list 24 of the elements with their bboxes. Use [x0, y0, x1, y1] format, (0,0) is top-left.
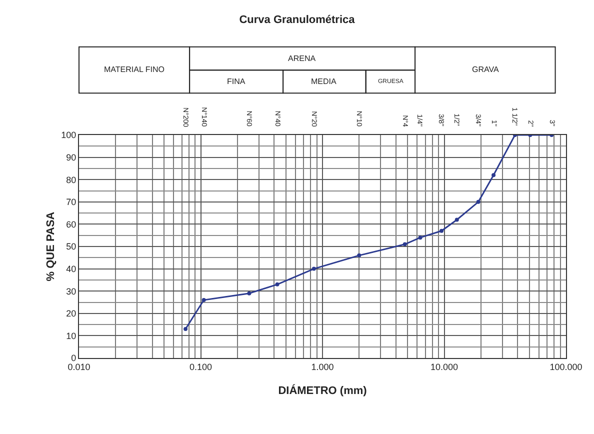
- text: MEDIA: [311, 77, 337, 86]
- chart-title: Curva Granulométrica: [239, 14, 356, 26]
- y-tick-label: 20: [66, 308, 76, 319]
- text: FINA: [227, 77, 246, 86]
- x-tick-label: 1.000: [311, 362, 334, 372]
- y-tick-label: 60: [66, 219, 76, 230]
- x-tick-label: 0.100: [189, 362, 212, 372]
- x-axis-title: DIÁMETRO (mm): [278, 384, 368, 397]
- y-tick-label: 90: [66, 152, 76, 162]
- y-axis-title: % QUE PASA: [44, 212, 57, 282]
- text: GRAVA: [472, 65, 500, 74]
- x-tick-label: 0.010: [68, 362, 90, 372]
- y-tick-label: 80: [66, 174, 76, 185]
- x-tick-label: 10.000: [430, 362, 458, 372]
- y-tick-label: 50: [66, 242, 76, 252]
- text: MATERIAL FINO: [104, 65, 164, 74]
- y-tick-label: 0: [71, 353, 76, 364]
- y-tick-label: 10: [66, 330, 76, 341]
- y-tick-label: 100: [61, 130, 76, 140]
- text: ARENA: [288, 54, 316, 63]
- x-tick-label: 100.000: [550, 362, 582, 372]
- y-tick-label: 70: [66, 197, 76, 208]
- y-tick-label: 40: [66, 264, 76, 274]
- y-tick-label: 30: [66, 286, 76, 296]
